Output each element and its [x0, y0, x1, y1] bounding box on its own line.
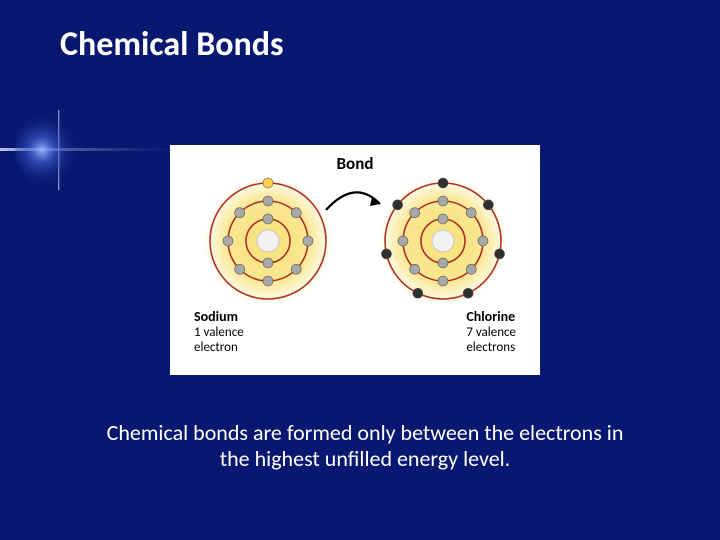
slide-caption: Chemical bonds are formed only between t…: [100, 420, 630, 473]
atom-labels: Sodium 1 valence electron Chlorine 7 val…: [180, 308, 530, 355]
label-sodium: Sodium 1 valence electron: [194, 308, 244, 355]
bond-label: Bond: [180, 153, 530, 174]
label-chlorine-name: Chlorine: [466, 308, 516, 325]
atom-sodium: [198, 176, 338, 306]
slide-title: Chemical Bonds: [60, 24, 284, 65]
atoms-row: [180, 176, 530, 306]
label-chlorine-valence-2: electrons: [466, 340, 516, 355]
label-sodium-valence-2: electron: [194, 340, 244, 355]
label-chlorine: Chlorine 7 valence electrons: [466, 308, 516, 355]
label-chlorine-valence-1: 7 valence: [466, 325, 516, 340]
label-sodium-name: Sodium: [194, 308, 244, 325]
label-sodium-valence-1: 1 valence: [194, 325, 244, 340]
atom-chlorine: [373, 176, 513, 306]
bond-diagram: Bond Sodium 1 valence electron Chlorine …: [170, 145, 540, 375]
